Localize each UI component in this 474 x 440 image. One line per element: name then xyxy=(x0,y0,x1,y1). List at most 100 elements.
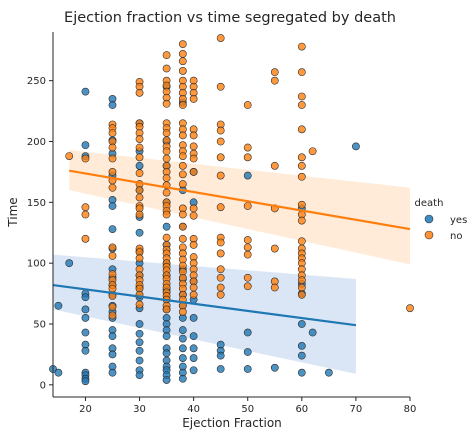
point-yes-42 xyxy=(135,161,144,170)
point-no-133 xyxy=(189,204,198,213)
point-no-48 xyxy=(135,300,144,309)
point-no-22 xyxy=(108,311,117,320)
point-no-159 xyxy=(243,101,252,109)
point-no-154 xyxy=(216,249,225,258)
point-no-97 xyxy=(178,101,187,109)
point-no-61 xyxy=(162,147,171,156)
point-yes-73 xyxy=(162,332,171,341)
legend-label-no: no xyxy=(450,231,462,242)
point-yes-91 xyxy=(178,344,187,353)
point-yes-95 xyxy=(178,374,187,383)
point-yes-123 xyxy=(352,142,360,151)
point-no-177 xyxy=(297,92,306,101)
point-no-7 xyxy=(108,129,117,137)
point-no-168 xyxy=(270,68,279,77)
point-no-11 xyxy=(108,168,117,176)
point-no-41 xyxy=(135,254,144,263)
point-no-58 xyxy=(162,129,171,137)
point-yes-107 xyxy=(216,351,225,360)
y-tick-label-50: 50 xyxy=(33,320,46,331)
point-no-88 xyxy=(162,305,171,314)
point-yes-118 xyxy=(297,341,306,350)
point-no-161 xyxy=(243,153,252,162)
legend-label-yes: yes xyxy=(450,215,467,226)
data-points xyxy=(49,34,414,386)
point-no-160 xyxy=(243,143,252,152)
point-no-156 xyxy=(216,273,225,282)
point-yes-103 xyxy=(189,354,198,362)
point-no-65 xyxy=(162,174,171,182)
point-no-132 xyxy=(189,168,198,176)
point-no-129 xyxy=(189,142,198,151)
confidence-bands xyxy=(53,150,411,374)
point-no-21 xyxy=(108,303,117,311)
point-yes-2 xyxy=(54,301,63,310)
point-no-103 xyxy=(178,152,187,160)
point-no-193 xyxy=(297,276,306,285)
point-yes-112 xyxy=(243,365,252,373)
point-no-32 xyxy=(135,169,144,178)
point-no-162 xyxy=(243,202,252,210)
point-yes-17 xyxy=(81,377,90,386)
point-no-172 xyxy=(270,244,279,253)
point-no-100 xyxy=(178,131,187,140)
regression-line-yes xyxy=(52,283,357,327)
point-no-1 xyxy=(81,203,90,212)
x-tick-label-60: 60 xyxy=(295,404,308,415)
axes xyxy=(52,32,410,398)
point-yes-35 xyxy=(108,332,117,341)
point-no-2 xyxy=(81,210,90,219)
point-yes-110 xyxy=(243,328,252,337)
point-no-150 xyxy=(216,171,225,180)
point-no-9 xyxy=(108,143,117,152)
point-yes-25 xyxy=(108,225,117,233)
x-tick-label-20: 20 xyxy=(79,404,92,415)
point-yes-54 xyxy=(135,338,144,347)
point-yes-113 xyxy=(270,363,279,372)
point-no-166 xyxy=(243,273,252,282)
legend-marker-no xyxy=(424,230,434,240)
point-yes-109 xyxy=(243,171,252,180)
point-no-167 xyxy=(243,282,252,291)
x-tick-label-30: 30 xyxy=(133,404,146,415)
point-no-126 xyxy=(189,95,198,103)
point-no-50 xyxy=(162,64,171,73)
point-no-0 xyxy=(65,152,74,160)
point-no-183 xyxy=(297,200,306,209)
x-tick-label-40: 40 xyxy=(187,404,200,415)
point-no-62 xyxy=(162,154,171,163)
point-no-153 xyxy=(216,238,225,247)
point-no-149 xyxy=(216,153,225,162)
point-no-196 xyxy=(308,147,317,156)
point-no-147 xyxy=(216,126,225,135)
point-no-10 xyxy=(108,154,117,163)
regression-line-no xyxy=(69,169,411,231)
point-yes-111 xyxy=(243,348,252,356)
point-yes-122 xyxy=(324,368,333,377)
legend-title: death xyxy=(415,198,444,209)
point-no-14 xyxy=(108,243,117,252)
x-tick-label-50: 50 xyxy=(241,404,254,415)
point-no-4 xyxy=(81,154,90,163)
point-no-67 xyxy=(162,188,171,197)
point-yes-89 xyxy=(178,326,187,334)
point-yes-39 xyxy=(108,368,117,377)
point-no-55 xyxy=(162,99,171,108)
point-yes-104 xyxy=(189,366,198,375)
y-tick-label-250: 250 xyxy=(27,76,46,87)
point-no-34 xyxy=(135,186,144,195)
point-no-157 xyxy=(216,283,225,292)
point-no-178 xyxy=(297,101,306,109)
point-yes-37 xyxy=(108,350,117,359)
point-no-136 xyxy=(189,241,198,249)
confidence-band-yes xyxy=(53,254,356,374)
x-axis-label: Ejection Fraction xyxy=(182,416,282,430)
point-no-49 xyxy=(162,51,171,60)
confidence-band-no xyxy=(69,150,411,265)
chart-title: Ejection fraction vs time segregated by … xyxy=(64,10,396,26)
point-no-195 xyxy=(297,290,306,299)
point-no-185 xyxy=(297,216,306,225)
x-tick-label-80: 80 xyxy=(404,404,417,415)
point-no-165 xyxy=(243,250,252,259)
